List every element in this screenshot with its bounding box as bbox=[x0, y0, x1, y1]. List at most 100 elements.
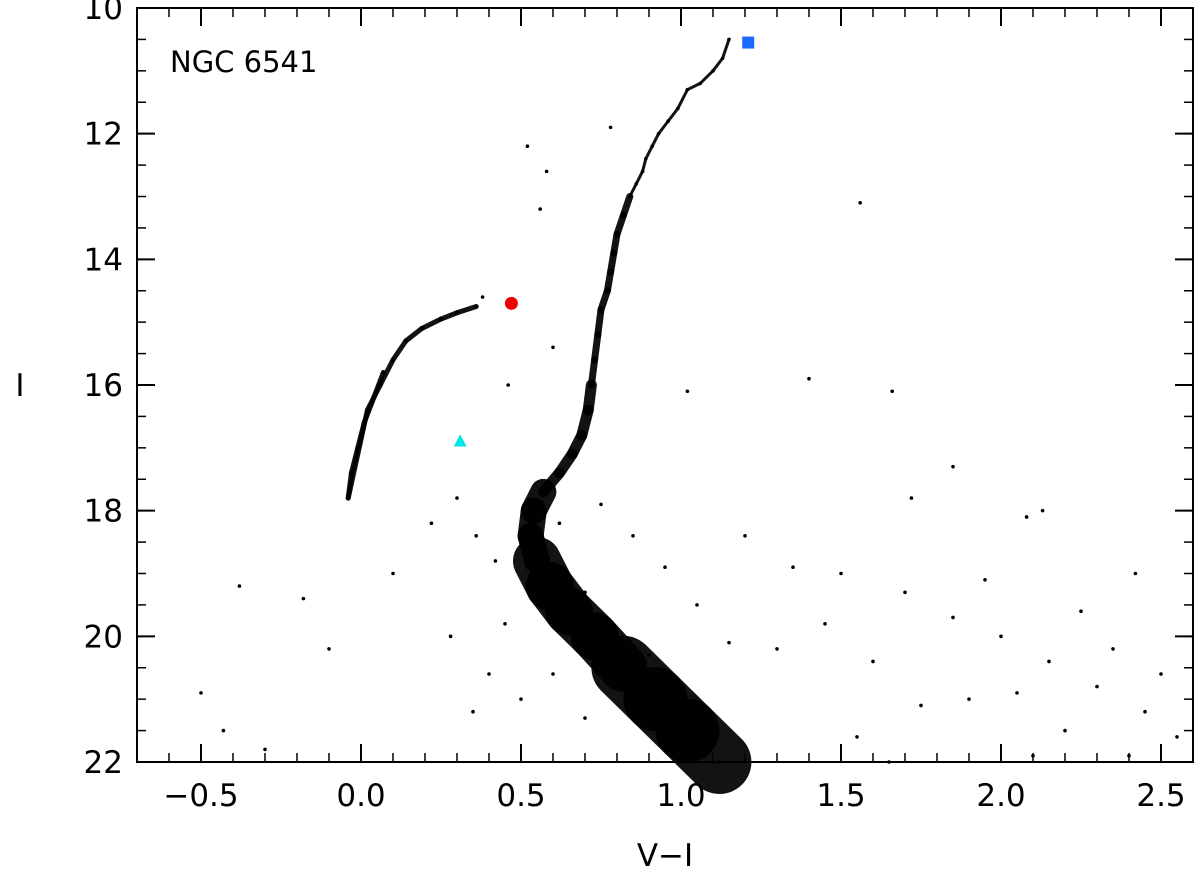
y-tick-label: 10 bbox=[84, 0, 123, 27]
star-point bbox=[356, 446, 360, 450]
star-point bbox=[596, 332, 600, 337]
star-point bbox=[599, 502, 603, 507]
star-point bbox=[663, 565, 667, 570]
star-point bbox=[858, 200, 862, 205]
star-point bbox=[237, 584, 242, 588]
y-tick-label: 20 bbox=[84, 619, 123, 655]
star-dots bbox=[199, 37, 1179, 764]
horizontal-branch-segment bbox=[438, 310, 460, 322]
main-sequence-segment bbox=[676, 88, 689, 111]
star-point bbox=[586, 408, 590, 412]
star-point bbox=[506, 383, 511, 387]
star-point bbox=[1159, 672, 1163, 676]
star-point bbox=[378, 383, 383, 387]
star-point bbox=[551, 345, 555, 350]
star-point bbox=[365, 408, 370, 412]
star-point bbox=[608, 125, 613, 130]
star-point bbox=[429, 521, 434, 526]
horizontal-branch-segment bbox=[419, 316, 444, 331]
star-point bbox=[1095, 684, 1099, 689]
y-tick-label: 22 bbox=[84, 745, 123, 781]
main-sequence-segment bbox=[711, 56, 725, 73]
x-tick-label: 0.0 bbox=[336, 778, 385, 814]
star-point bbox=[839, 571, 843, 576]
star-point bbox=[528, 534, 533, 538]
x-tick-label: 1.5 bbox=[816, 778, 865, 814]
star-point bbox=[448, 634, 453, 639]
star-point bbox=[532, 508, 536, 513]
star-point bbox=[775, 647, 779, 651]
star-point bbox=[349, 471, 354, 475]
star-point bbox=[695, 603, 699, 607]
star-point bbox=[567, 609, 571, 613]
triangle-marker bbox=[453, 434, 467, 447]
star-point bbox=[525, 144, 530, 149]
y-tick-label: 18 bbox=[84, 494, 123, 530]
star-point bbox=[1127, 753, 1131, 758]
star-point bbox=[650, 144, 654, 149]
star-point bbox=[1143, 709, 1147, 714]
x-tick-label: 0.5 bbox=[496, 778, 545, 814]
star-point bbox=[327, 647, 331, 651]
star-point bbox=[487, 672, 491, 676]
y-axis-title: I bbox=[15, 368, 24, 404]
star-point bbox=[471, 709, 475, 714]
star-point bbox=[199, 691, 203, 695]
star-point bbox=[919, 703, 923, 708]
star-point bbox=[640, 169, 645, 174]
main-sequence-segment bbox=[650, 132, 661, 148]
star-point bbox=[685, 389, 690, 394]
star-point bbox=[557, 521, 562, 526]
star-point bbox=[615, 232, 619, 236]
star-point bbox=[1015, 691, 1019, 695]
star-point bbox=[1031, 753, 1035, 758]
highlight-markers bbox=[453, 36, 755, 447]
star-point bbox=[685, 87, 690, 92]
star-point bbox=[420, 326, 424, 331]
star-point bbox=[791, 565, 795, 570]
star-point bbox=[535, 559, 539, 563]
x-tick-label: 2.5 bbox=[1136, 778, 1185, 814]
star-point bbox=[685, 728, 690, 733]
main-sequence-segment bbox=[721, 37, 731, 60]
star-point bbox=[967, 697, 971, 701]
star-point bbox=[999, 634, 1003, 639]
star-point bbox=[455, 496, 459, 500]
star-point bbox=[631, 534, 635, 538]
star-point bbox=[612, 251, 616, 255]
star-point bbox=[583, 590, 587, 595]
star-point bbox=[404, 339, 408, 343]
star-point bbox=[381, 370, 386, 375]
star-point bbox=[743, 534, 747, 538]
main-sequence-segment bbox=[657, 119, 670, 136]
star-point bbox=[301, 596, 306, 601]
star-point bbox=[698, 81, 702, 86]
star-point bbox=[439, 317, 443, 321]
circle-marker bbox=[504, 296, 518, 310]
main-sequence-segment bbox=[634, 169, 645, 186]
cluster-label: NGC 6541 bbox=[170, 45, 317, 79]
horizontal-branch-segment bbox=[345, 407, 370, 501]
x-tick-label: −0.5 bbox=[163, 778, 238, 814]
star-point bbox=[647, 653, 651, 657]
star-point bbox=[628, 194, 632, 199]
main-sequence-segment bbox=[698, 69, 715, 85]
plot-frame bbox=[136, 7, 1194, 763]
y-tick-label: 14 bbox=[84, 242, 123, 278]
star-point bbox=[621, 213, 626, 218]
horizontal-branch-segment bbox=[377, 357, 396, 388]
star-point bbox=[871, 659, 875, 664]
star-point bbox=[666, 119, 670, 123]
star-point bbox=[909, 496, 914, 500]
star-point bbox=[903, 590, 907, 595]
main-sequence-segment bbox=[685, 81, 702, 92]
star-point bbox=[727, 37, 731, 42]
star-point bbox=[720, 56, 725, 61]
star-point bbox=[676, 106, 680, 111]
star-point bbox=[263, 747, 267, 752]
y-tick-label: 12 bbox=[84, 117, 123, 153]
star-point bbox=[592, 634, 597, 639]
star-point bbox=[1040, 508, 1045, 513]
star-point bbox=[538, 207, 542, 211]
